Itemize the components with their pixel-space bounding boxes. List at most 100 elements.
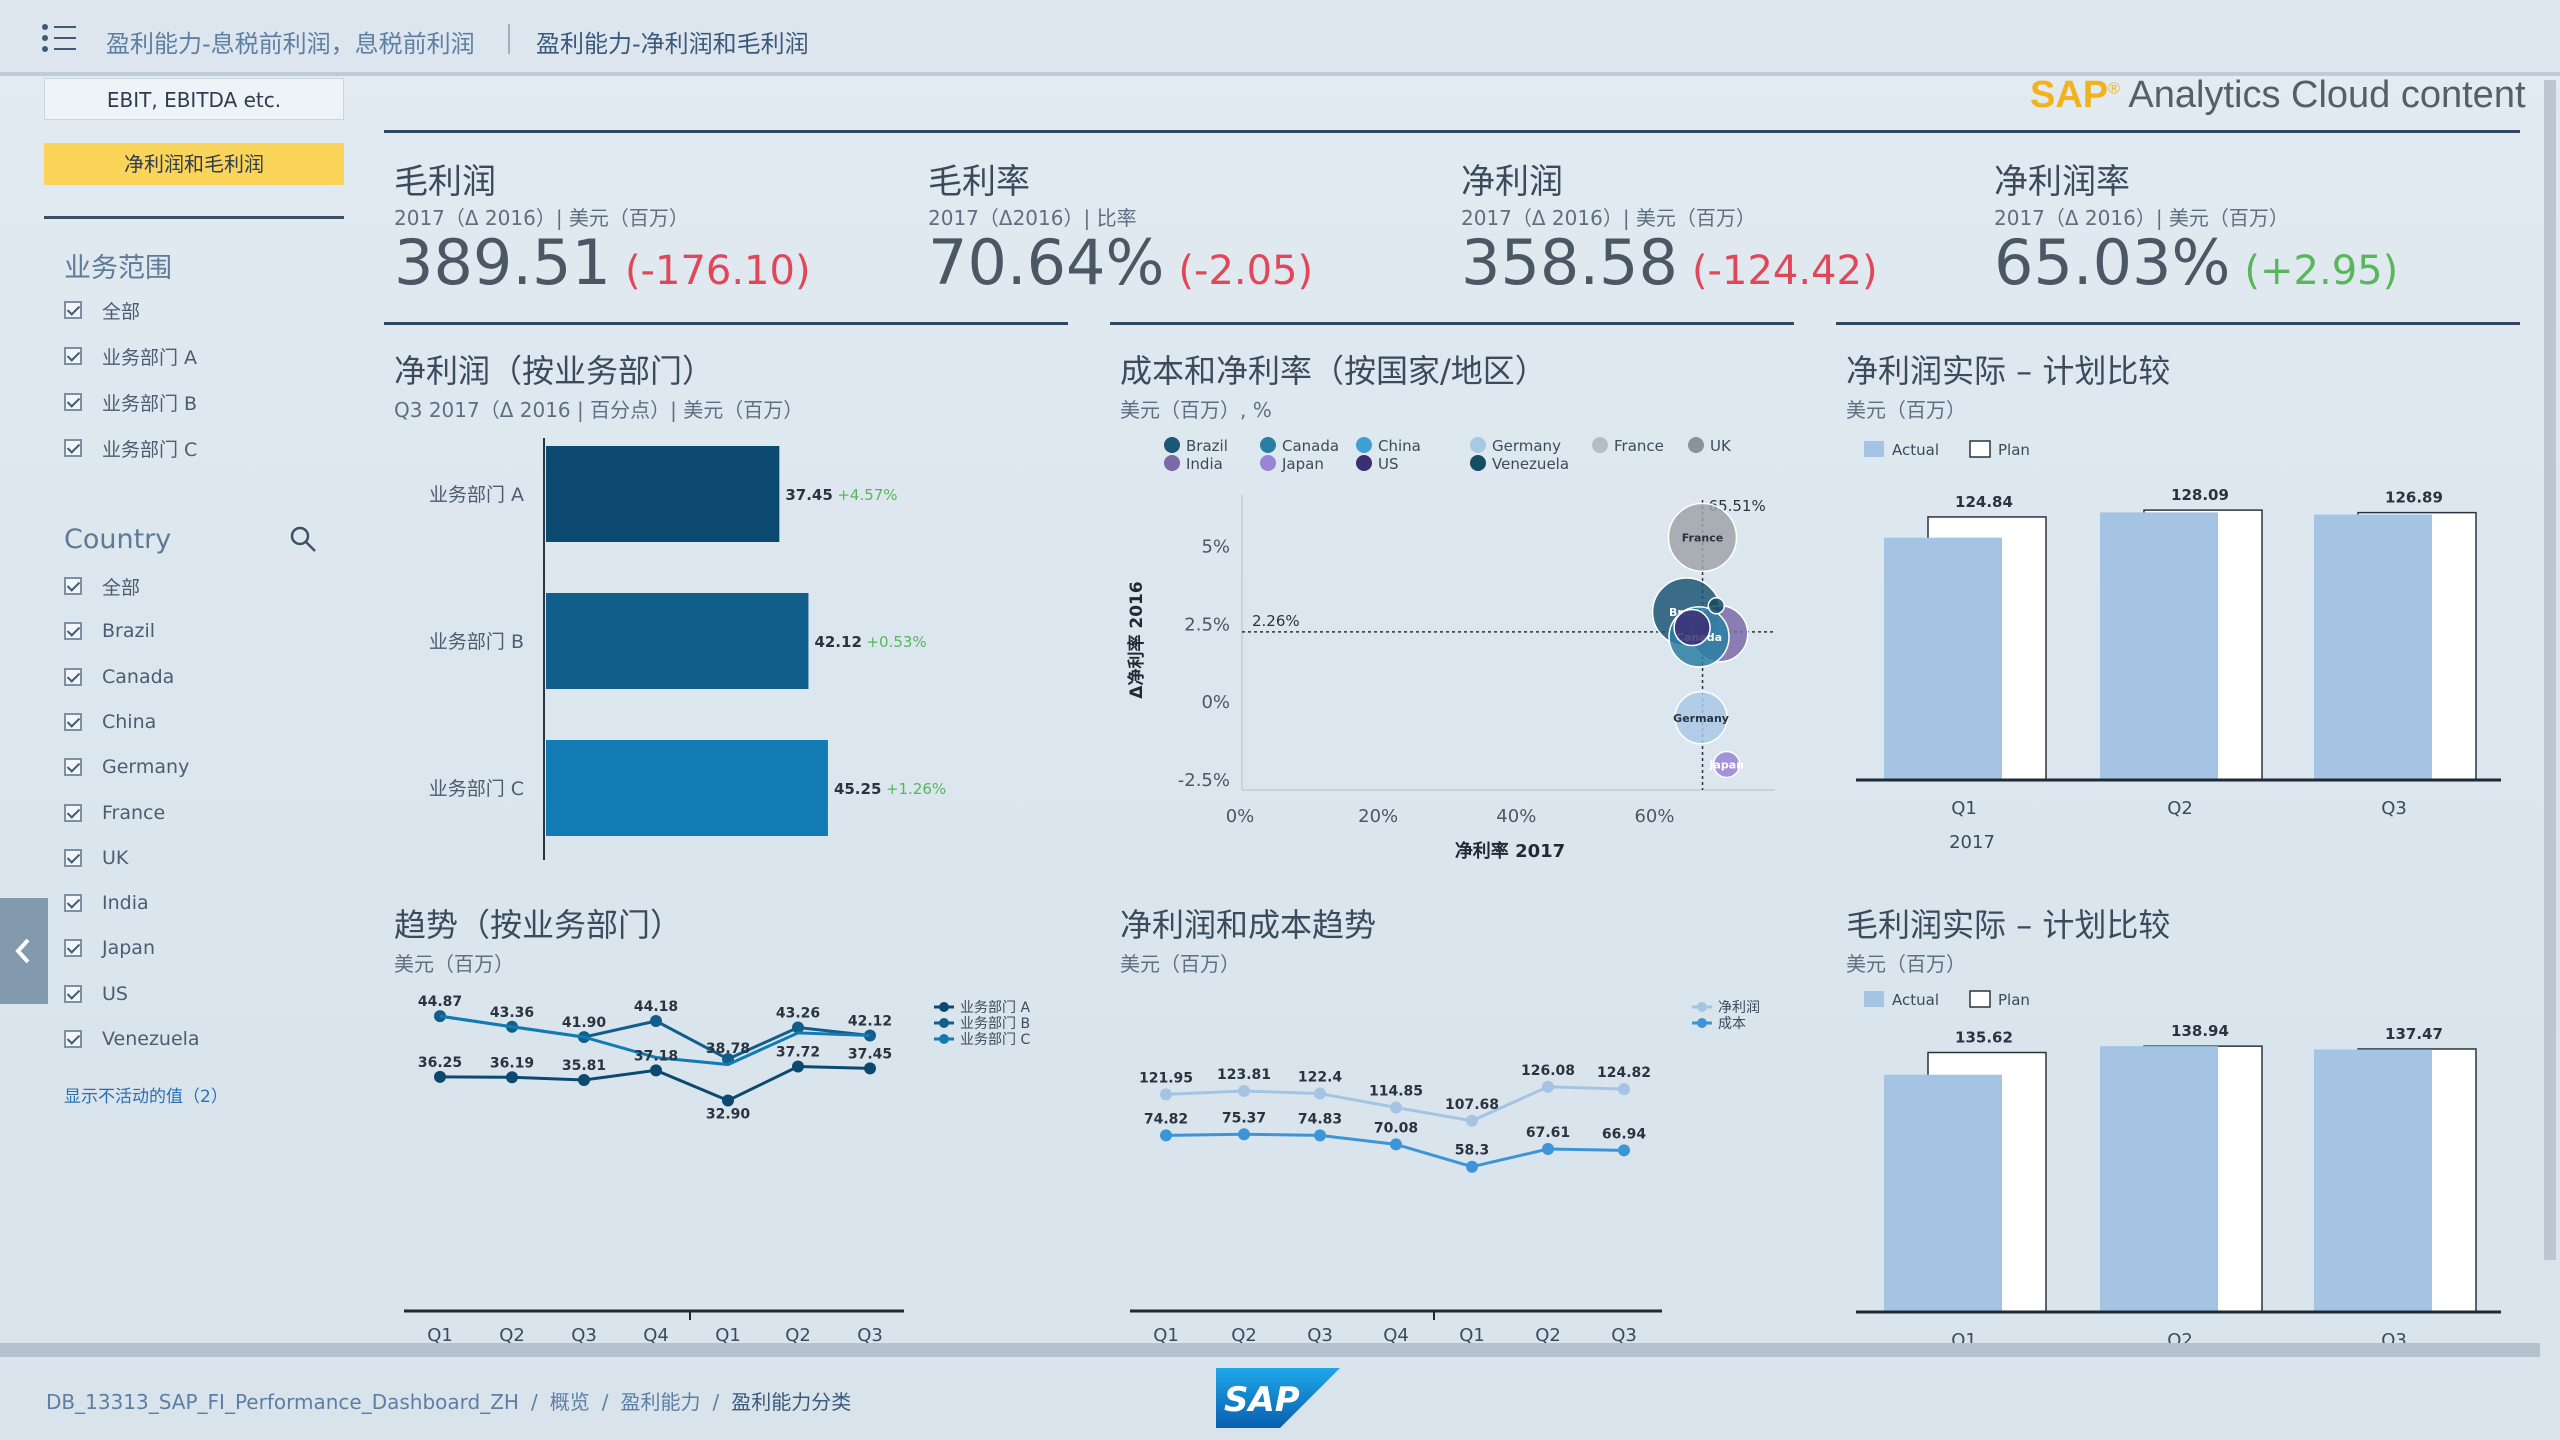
bubble-france: [1667, 502, 1738, 573]
checkbox[interactable]: [64, 939, 82, 958]
legend-label: 业务部门 C: [960, 1032, 1030, 1048]
country-filter-title: Country: [64, 524, 172, 555]
tile-net-by-unit-title: 净利润（按业务部门）: [394, 352, 715, 390]
country-filter-item[interactable]: US: [64, 980, 128, 1008]
x-tick-label: Q3: [571, 1325, 597, 1345]
show-inactive-link[interactable]: 显示不活动的值（2）: [64, 1087, 228, 1107]
point-label: 44.18: [634, 999, 678, 1015]
collapse-sidebar-button[interactable]: [0, 898, 48, 1004]
filter-item-label: China: [102, 710, 157, 733]
kpi-delta: (-176.10): [624, 248, 811, 294]
breadcrumb-prev[interactable]: 盈利能力-息税前利润，息税前利润: [106, 30, 475, 58]
vertical-scrollbar[interactable]: [2544, 80, 2556, 1260]
filter-item-label: US: [102, 982, 128, 1005]
checkbox[interactable]: [64, 393, 82, 411]
trend-point: [864, 1029, 876, 1042]
point-label: 43.36: [490, 1005, 534, 1021]
actual-bar: [1884, 1074, 2002, 1312]
tile-net-actual-plan-title: 净利润实际 – 计划比较: [1846, 352, 2171, 390]
trend-point: [1618, 1083, 1630, 1096]
brand-sap: SAP: [2030, 74, 2109, 116]
point-label: 122.4: [1298, 1070, 1343, 1086]
checkbox[interactable]: [64, 758, 82, 777]
net-actual-plan-chart: Actual Plan 124.84 Q1 128.09 Q2 126.89 Q3 2017: [1856, 440, 2501, 853]
trend-point: [650, 1015, 662, 1028]
country-filter-item[interactable]: 全部: [64, 572, 140, 600]
x-tick-label: Q4: [643, 1325, 669, 1345]
breadcrumb-current: 盈利能力-净利润和毛利润: [536, 30, 809, 58]
business-filter-item[interactable]: 业务部门 B: [64, 388, 197, 416]
y-tick-label: -2.5%: [1178, 770, 1230, 791]
trend-point: [722, 1094, 734, 1107]
footer-bar: [0, 1343, 2540, 1357]
filter-item-label: India: [102, 892, 149, 915]
search-icon[interactable]: [288, 524, 318, 554]
country-filter-item[interactable]: Brazil: [64, 617, 155, 645]
country-filter-item[interactable]: China: [64, 708, 156, 736]
trend-point: [1238, 1128, 1250, 1141]
trend-point: [578, 1073, 590, 1086]
net-gross-button[interactable]: 净利润和毛利润: [44, 143, 344, 185]
plan-value-label: 126.89: [2385, 489, 2443, 507]
country-filter-item[interactable]: Germany: [64, 753, 189, 781]
country-filter-item[interactable]: Japan: [64, 934, 155, 962]
trend-point: [1314, 1087, 1326, 1100]
checkbox[interactable]: [64, 439, 82, 457]
checkbox[interactable]: [64, 577, 82, 595]
trend-point: [506, 1071, 518, 1084]
footer-breadcrumb-item[interactable]: DB_13313_SAP_FI_Performance_Dashboard_ZH: [46, 1390, 519, 1414]
bubble-label: Germany: [1673, 712, 1729, 725]
country-filter-item[interactable]: Venezuela: [64, 1025, 200, 1053]
legend-label: Germany: [1492, 437, 1561, 455]
filter-item-label: 全部: [102, 576, 141, 599]
footer-breadcrumb: DB_13313_SAP_FI_Performance_Dashboard_ZH…: [46, 1386, 851, 1415]
country-filter-item[interactable]: Canada: [64, 663, 174, 691]
checkbox[interactable]: [64, 984, 82, 1003]
checkbox[interactable]: [64, 712, 82, 731]
checkbox[interactable]: [64, 301, 82, 319]
legend-label: 业务部门 B: [960, 1016, 1030, 1032]
trend-point: [864, 1062, 876, 1075]
filter-item-label: UK: [102, 846, 129, 869]
checkbox[interactable]: [64, 667, 82, 686]
point-label: 37.18: [634, 1048, 678, 1064]
ebit-button[interactable]: EBIT, EBITDA etc.: [44, 78, 344, 120]
x-tick-label: Q1: [427, 1325, 453, 1345]
legend-dot: [939, 1018, 949, 1028]
trend-point: [1314, 1129, 1326, 1142]
checkbox[interactable]: [64, 848, 82, 867]
plan-value-label: 128.09: [2171, 486, 2229, 504]
country-filter-item[interactable]: France: [64, 799, 165, 827]
point-label: 44.87: [418, 994, 462, 1010]
checkbox[interactable]: [64, 894, 82, 913]
menu-icon[interactable]: [42, 22, 76, 54]
legend-dot: [939, 1002, 949, 1012]
checkbox[interactable]: [64, 622, 82, 641]
checkbox[interactable]: [64, 347, 82, 365]
tile-net-cost-trend-title: 净利润和成本趋势: [1120, 906, 1377, 944]
category-label: 业务部门 B: [429, 631, 524, 653]
x-tick-label: Q2: [2167, 798, 2193, 819]
business-filter-item[interactable]: 业务部门 A: [64, 342, 197, 370]
footer-breadcrumb-item[interactable]: 概览: [549, 1390, 590, 1414]
filter-item-label: France: [102, 801, 166, 824]
country-filter-item[interactable]: UK: [64, 844, 128, 872]
checkbox[interactable]: [64, 1030, 82, 1048]
footer-breadcrumb-item[interactable]: 盈利能力: [620, 1390, 701, 1414]
trend-point: [792, 1060, 804, 1073]
net-by-unit-chart: 业务部门 A 37.45 +4.57% 业务部门 B 42.12 +0.53% 业务部门 C…: [429, 438, 946, 860]
point-label: 36.25: [418, 1055, 462, 1071]
cost-margin-chart: Brazil Canada China Germany France UK India Jap…: [1126, 437, 1775, 862]
filter-item-label: Brazil: [102, 620, 156, 643]
legend-swatch: [1260, 455, 1276, 471]
plan-value-label: 124.84: [1955, 493, 2013, 511]
checkbox[interactable]: [64, 803, 82, 822]
legend-label: France: [1614, 437, 1664, 455]
y-tick-label: 2.5%: [1184, 614, 1230, 635]
kpi-value-group: 70.64% (-2.05): [928, 226, 1313, 299]
country-filter-item[interactable]: India: [64, 889, 149, 917]
business-filter-item[interactable]: 业务部门 C: [64, 434, 197, 462]
x-tick-label: Q2: [1231, 1325, 1257, 1345]
business-filter-item[interactable]: 全部: [64, 296, 140, 324]
filter-item-label: 业务部门 C: [102, 438, 198, 461]
